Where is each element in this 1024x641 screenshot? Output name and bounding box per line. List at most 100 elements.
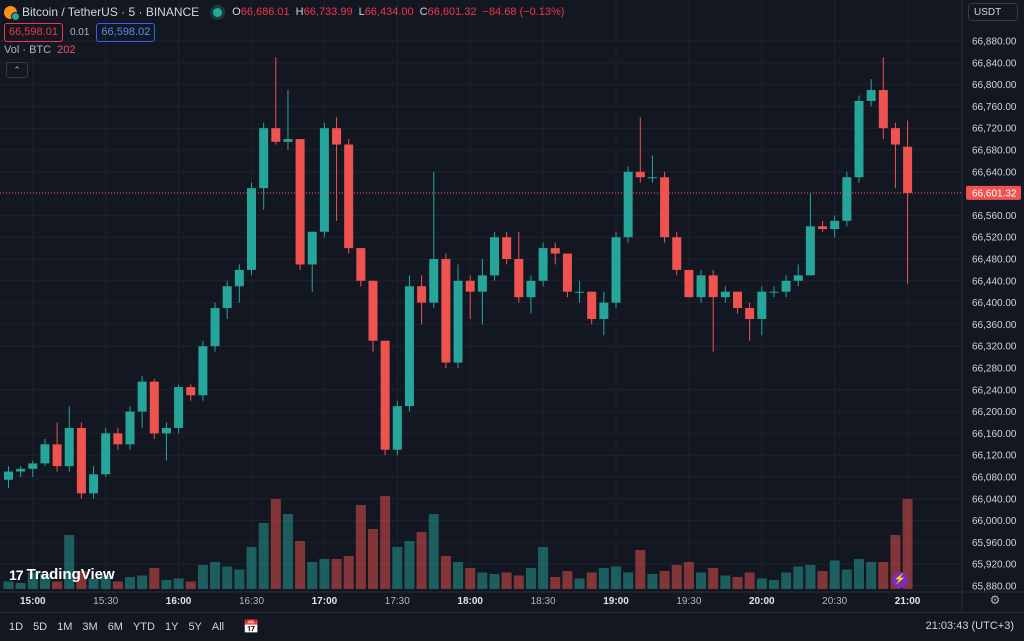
- volume-bar: [854, 559, 864, 589]
- candle-body: [672, 237, 682, 270]
- price-tick-label: 66,240.00: [972, 385, 1017, 396]
- candle-body: [708, 275, 718, 298]
- candle-body: [161, 427, 171, 434]
- volume-bar: [15, 583, 26, 589]
- volume-bar: [185, 581, 196, 589]
- volume-bar: [635, 550, 646, 589]
- candle-body: [878, 90, 888, 129]
- lightning-icon[interactable]: ⚡: [892, 572, 908, 588]
- volume-bar: [768, 580, 779, 589]
- candle-body: [793, 275, 803, 281]
- range-ytd-button[interactable]: YTD: [132, 621, 155, 633]
- clock[interactable]: 21:03:43 (UTC+3): [925, 620, 1014, 632]
- volume-bar: [137, 575, 148, 589]
- candle-body: [830, 220, 840, 230]
- grid-lines: [0, 0, 962, 592]
- volume-bar: [453, 562, 464, 589]
- volume-bar: [282, 514, 293, 589]
- price-tick-label: 66,320.00: [972, 342, 1017, 353]
- price-tick-label: 66,520.00: [972, 233, 1017, 244]
- time-tick-label: 21:00: [895, 596, 921, 607]
- volume-bar: [368, 529, 378, 589]
- volume-bar: [696, 572, 707, 589]
- price-tick-label: 66,280.00: [972, 364, 1017, 375]
- volume-bar: [902, 499, 913, 589]
- time-axis[interactable]: 15:00 15:30 16:00 16:30 17:00 17:30 18:00 18:30…: [0, 0, 1024, 612]
- time-tick-label: 20:00: [749, 596, 775, 607]
- candle-body: [745, 308, 755, 319]
- gear-icon[interactable]: ⚙: [989, 593, 1001, 607]
- spread-value: 0.01: [69, 27, 90, 38]
- chevron-up-icon[interactable]: ⌃: [6, 62, 28, 78]
- price-tick-label: 66,560.00: [972, 211, 1017, 222]
- range-1y-button[interactable]: 1Y: [164, 621, 179, 633]
- volume-bar: [841, 569, 852, 589]
- candle-body: [417, 286, 427, 303]
- candle-body: [332, 128, 342, 145]
- volume-bar: [501, 572, 512, 589]
- volume-bar: [817, 571, 828, 589]
- volume-bar: [197, 565, 208, 589]
- tradingview-logo-mark: 17: [9, 566, 24, 583]
- symbol-title[interactable]: Bitcoin / TetherUS · 5 · BINANCE: [22, 5, 200, 19]
- candle-body: [210, 308, 220, 347]
- buy-button[interactable]: 66,598.02: [96, 23, 156, 42]
- volume-bar: [295, 541, 306, 589]
- volume-bar: [39, 574, 50, 589]
- price-axis[interactable]: 65,880.00 65,920.00 65,960.00 66,000.00 66,0…: [966, 37, 1021, 593]
- volume-bar: [319, 559, 330, 589]
- price-tick-label: 66,720.00: [972, 124, 1017, 135]
- candle-body: [866, 90, 876, 101]
- volume-bar: [222, 566, 233, 589]
- candle-body: [186, 387, 196, 396]
- candle-body: [101, 433, 111, 475]
- volume-bar: [270, 499, 281, 589]
- volume-bar: [878, 562, 889, 589]
- range-1d-button[interactable]: 1D: [9, 621, 24, 633]
- candle-body: [757, 291, 767, 319]
- candle-body: [113, 433, 123, 445]
- price-tick-label: 66,200.00: [972, 407, 1017, 418]
- time-tick-label: 18:00: [457, 596, 483, 607]
- range-all-button[interactable]: All: [211, 621, 225, 633]
- ohlc-open: O66,686.01: [232, 6, 290, 18]
- volume-bar: [234, 569, 245, 589]
- sell-button[interactable]: 66,598.01: [4, 23, 63, 42]
- candle-body: [647, 177, 657, 179]
- volume-bar: [489, 574, 500, 589]
- volume-bar: [562, 571, 573, 589]
- range-3m-button[interactable]: 3M: [82, 621, 98, 633]
- volume-bar: [465, 568, 476, 589]
- volume-bar: [805, 565, 816, 589]
- candle-body: [368, 280, 378, 341]
- volume-bar: [343, 556, 354, 589]
- volume-bar: [623, 572, 634, 589]
- ohlc-low: L66,434.00: [358, 6, 414, 18]
- volume-bar: [538, 547, 549, 589]
- volume-bars: [3, 496, 913, 589]
- price-tick-label: 65,920.00: [972, 560, 1017, 571]
- volume-bar: [513, 575, 524, 589]
- time-tick-label: 15:00: [20, 596, 46, 607]
- bitcoin-icon: [4, 5, 20, 21]
- range-5d-button[interactable]: 5D: [33, 621, 48, 633]
- candle-body: [453, 280, 463, 363]
- currency-button[interactable]: USDT: [968, 3, 1018, 21]
- candle-body: [781, 280, 791, 292]
- range-5y-button[interactable]: 5Y: [188, 621, 202, 633]
- tradingview-logo[interactable]: 17 TradingView: [9, 566, 115, 583]
- volume-bar: [392, 547, 403, 589]
- ohlc-close: C66,601.32: [419, 6, 477, 18]
- candle-body: [319, 128, 329, 232]
- volume-legend[interactable]: Vol · BTC 202: [4, 44, 75, 56]
- calendar-goto-icon[interactable]: 📅: [243, 619, 260, 634]
- range-6m-button[interactable]: 6M: [107, 621, 123, 633]
- candle-body: [635, 171, 645, 178]
- price-tick-label: 65,960.00: [972, 538, 1017, 549]
- volume-bar: [161, 580, 172, 589]
- time-tick-label: 19:30: [676, 596, 701, 607]
- price-tick-label: 66,120.00: [972, 451, 1017, 462]
- range-1m-button[interactable]: 1M: [57, 621, 73, 633]
- candle-body: [356, 248, 366, 281]
